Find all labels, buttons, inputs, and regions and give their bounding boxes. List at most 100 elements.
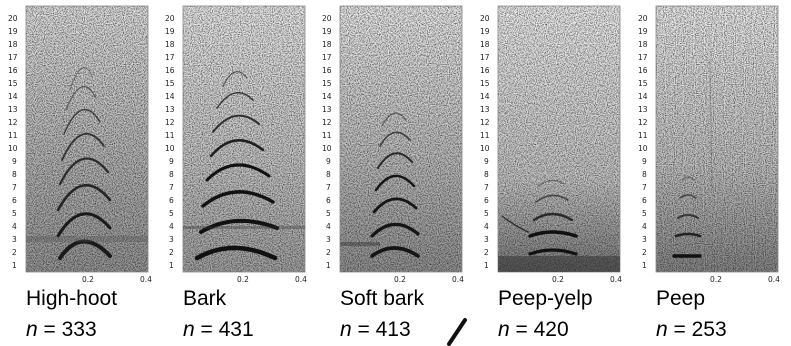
slash-mark (447, 318, 467, 346)
svg-text:10: 10 (322, 144, 332, 153)
svg-text:5: 5 (326, 209, 331, 218)
svg-text:1: 1 (642, 261, 647, 270)
x-tick-0-4: 0.4 (295, 275, 307, 284)
svg-text:9: 9 (169, 157, 174, 166)
svg-text:13: 13 (322, 105, 332, 114)
svg-text:8: 8 (642, 170, 647, 179)
x-tick-0-2: 0.2 (552, 275, 564, 284)
svg-text:3: 3 (642, 235, 647, 244)
svg-text:19: 19 (638, 27, 648, 36)
call-type-label: High-hoot (26, 287, 118, 310)
svg-text:12: 12 (8, 118, 18, 127)
svg-text:11: 11 (322, 131, 332, 140)
svg-text:5: 5 (484, 209, 489, 218)
svg-text:9: 9 (326, 157, 331, 166)
svg-text:17: 17 (638, 53, 648, 62)
svg-text:20: 20 (638, 14, 648, 23)
svg-text:4: 4 (484, 222, 489, 231)
svg-text:11: 11 (165, 131, 175, 140)
svg-text:6: 6 (12, 196, 17, 205)
svg-text:3: 3 (484, 235, 489, 244)
svg-text:8: 8 (12, 170, 17, 179)
svg-text:17: 17 (165, 53, 175, 62)
svg-text:12: 12 (480, 118, 490, 127)
svg-text:19: 19 (165, 27, 175, 36)
svg-text:7: 7 (326, 183, 331, 192)
svg-text:1: 1 (484, 261, 489, 270)
svg-text:5: 5 (642, 209, 647, 218)
svg-text:7: 7 (642, 183, 647, 192)
svg-text:5: 5 (12, 209, 17, 218)
svg-text:15: 15 (638, 79, 648, 88)
svg-text:14: 14 (8, 92, 18, 101)
svg-text:16: 16 (480, 66, 490, 75)
x-tick-0-4: 0.4 (140, 275, 152, 284)
svg-text:5: 5 (169, 209, 174, 218)
svg-text:20: 20 (8, 14, 18, 23)
svg-text:18: 18 (638, 40, 648, 49)
svg-text:3: 3 (326, 235, 331, 244)
svg-text:15: 15 (322, 79, 332, 88)
svg-text:10: 10 (8, 144, 18, 153)
svg-text:13: 13 (8, 105, 18, 114)
svg-text:20: 20 (165, 14, 175, 23)
call-type-label: Bark (183, 287, 227, 310)
call-type-label: Soft bark (340, 287, 425, 310)
svg-text:11: 11 (8, 131, 18, 140)
svg-text:1: 1 (12, 261, 17, 270)
svg-text:11: 11 (480, 131, 490, 140)
svg-text:20: 20 (322, 14, 332, 23)
svg-text:18: 18 (322, 40, 332, 49)
sample-size-label: n = 413 (340, 318, 411, 341)
svg-text:10: 10 (638, 144, 648, 153)
x-tick-0-2: 0.2 (237, 275, 249, 284)
svg-text:14: 14 (165, 92, 175, 101)
x-tick-0-4: 0.4 (610, 275, 622, 284)
svg-text:17: 17 (480, 53, 490, 62)
svg-text:3: 3 (12, 235, 17, 244)
call-type-label: Peep (656, 287, 706, 310)
svg-text:8: 8 (484, 170, 489, 179)
svg-text:6: 6 (642, 196, 647, 205)
svg-text:6: 6 (169, 196, 174, 205)
svg-text:18: 18 (165, 40, 175, 49)
svg-text:16: 16 (638, 66, 648, 75)
svg-text:14: 14 (480, 92, 490, 101)
svg-text:1: 1 (326, 261, 331, 270)
svg-text:10: 10 (480, 144, 490, 153)
svg-text:4: 4 (169, 222, 174, 231)
x-tick-0-2: 0.2 (394, 275, 406, 284)
x-tick-0-4: 0.4 (452, 275, 464, 284)
x-tick-0-2: 0.2 (710, 275, 722, 284)
svg-text:17: 17 (322, 53, 332, 62)
svg-text:19: 19 (8, 27, 18, 36)
svg-text:12: 12 (165, 118, 175, 127)
svg-text:6: 6 (484, 196, 489, 205)
svg-text:18: 18 (480, 40, 490, 49)
svg-text:2: 2 (169, 248, 174, 257)
svg-text:2: 2 (326, 248, 331, 257)
sample-size-label: n = 431 (183, 318, 254, 341)
svg-text:10: 10 (165, 144, 175, 153)
svg-text:7: 7 (484, 183, 489, 192)
svg-text:14: 14 (638, 92, 648, 101)
svg-text:11: 11 (638, 131, 648, 140)
svg-text:7: 7 (12, 183, 17, 192)
svg-text:16: 16 (8, 66, 18, 75)
svg-text:8: 8 (169, 170, 174, 179)
svg-text:1: 1 (169, 261, 174, 270)
svg-text:12: 12 (638, 118, 648, 127)
svg-text:15: 15 (165, 79, 175, 88)
svg-text:15: 15 (8, 79, 18, 88)
sample-size-label: n = 253 (656, 318, 727, 341)
svg-text:9: 9 (12, 157, 17, 166)
svg-text:12: 12 (322, 118, 332, 127)
x-tick-0-4: 0.4 (768, 275, 780, 284)
